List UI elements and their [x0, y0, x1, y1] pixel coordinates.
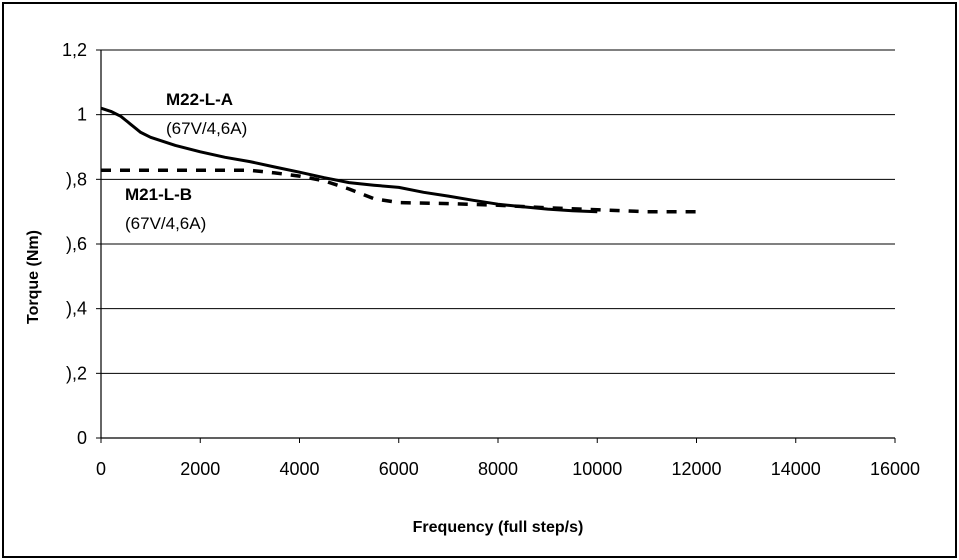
- y-tick-label-3: ),6: [66, 234, 87, 254]
- y-tick-label-6: 1,2: [62, 40, 87, 60]
- annotations: M22-L-A (67V/4,6A) M21-L-B (67V/4,6A): [125, 90, 247, 233]
- gridlines: [101, 49, 895, 374]
- x-tick-label-3: 6000: [379, 459, 419, 479]
- annotation-m22-name: M22-L-A: [166, 90, 233, 109]
- x-tick-label-2: 4000: [279, 459, 319, 479]
- y-axis-title: Torque (Nm): [25, 230, 42, 324]
- annotation-m21-detail: (67V/4,6A): [125, 214, 206, 233]
- y-tick-label-1: ),2: [66, 363, 87, 383]
- series-line-m21-l-b: [101, 168, 697, 214]
- x-tick-label-8: 16000: [870, 459, 920, 479]
- series-lines: [100, 106, 697, 214]
- y-tick-label-0: 0: [77, 428, 87, 448]
- x-tick-label-6: 12000: [671, 459, 721, 479]
- x-tick-label-5: 10000: [572, 459, 622, 479]
- x-tick-label-1: 2000: [180, 459, 220, 479]
- x-axis-title: Frequency (full step/s): [413, 519, 584, 536]
- annotation-m22-detail: (67V/4,6A): [166, 119, 247, 138]
- annotation-m21-name: M21-L-B: [125, 185, 192, 204]
- x-tick-label-7: 14000: [771, 459, 821, 479]
- x-tick-label-0: 0: [96, 459, 106, 479]
- axes: [96, 49, 896, 443]
- x-tick-label-4: 8000: [478, 459, 518, 479]
- y-tick-label-5: 1: [77, 105, 87, 125]
- y-tick-label-2: ),4: [66, 299, 87, 319]
- y-tick-label-4: ),8: [66, 169, 87, 189]
- tick-labels: 0 ),2 ),4 ),6 ),8 1 1,2 0 2000 4000 6000 8000 10000 1…: [62, 40, 920, 479]
